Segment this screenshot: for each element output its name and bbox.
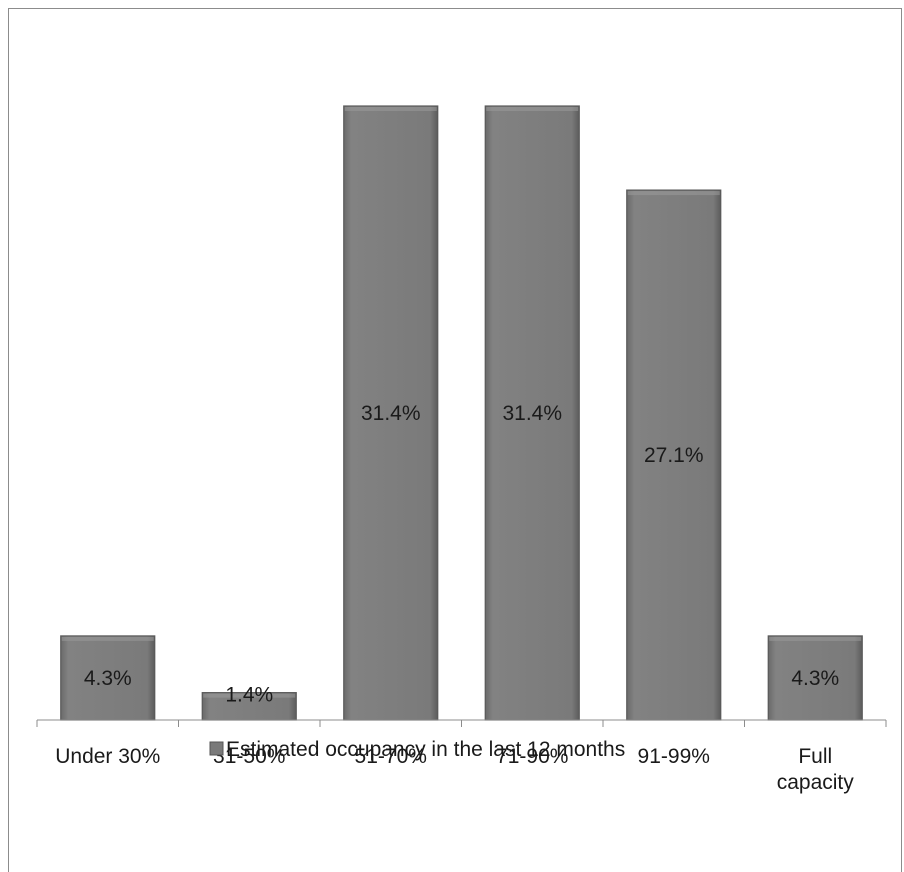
x-tick-label-line: 31-50% (213, 745, 285, 768)
bar (626, 189, 722, 721)
bars-group: 4.3% 1.4% 31.4% 31.4% 27.1% 4.3% (60, 105, 863, 721)
x-tick-label: Under 30% (55, 745, 160, 768)
bar-bevel (627, 191, 720, 196)
bar-data-label: 4.3% (791, 667, 839, 690)
bar-bevel (203, 693, 296, 698)
x-tick-label: 91-99% (638, 745, 710, 768)
legend: Estimated occupancy in the last 12 month… (209, 738, 625, 761)
x-tick-label: 51-70% (355, 745, 427, 768)
legend-series-label: Estimated occupancy in the last 12 month… (226, 738, 625, 761)
bar-data-label: 27.1% (644, 444, 704, 467)
x-tick-label-line: capacity (777, 771, 855, 794)
bar-data-label: 31.4% (361, 402, 421, 425)
bar-group (484, 105, 580, 721)
chart-frame (8, 8, 902, 872)
x-tick-label: 31-50% (213, 745, 285, 768)
bar-data-label: 1.4% (225, 684, 273, 707)
bar-bevel (61, 636, 154, 641)
x-axis (36, 719, 887, 727)
x-tick-label: Full capacity (777, 745, 855, 794)
bar (767, 635, 863, 721)
bar (343, 105, 439, 721)
bar-group (767, 635, 863, 721)
x-tick-label-line: Full (798, 745, 832, 768)
x-tick-label: 71-90% (496, 745, 568, 768)
x-tick-label-line: 91-99% (638, 745, 710, 768)
bar-data-label: 4.3% (84, 667, 132, 690)
x-tick-label-line: 51-70% (355, 745, 427, 768)
legend-swatch (209, 741, 224, 756)
x-tick-label-line: Under 30% (55, 745, 160, 768)
bar-bevel (769, 636, 862, 641)
x-tick-labels: Under 30% 31-50% 51-70% 71-90% 91-99% Full cap… (55, 745, 854, 794)
bar (484, 105, 580, 721)
bar-bevel (486, 107, 579, 111)
x-tick-label-line: 71-90% (496, 745, 568, 768)
bar-group (626, 189, 722, 721)
bar-group (343, 105, 439, 721)
bar-data-label: 31.4% (502, 402, 562, 425)
bar-bevel (344, 107, 437, 111)
